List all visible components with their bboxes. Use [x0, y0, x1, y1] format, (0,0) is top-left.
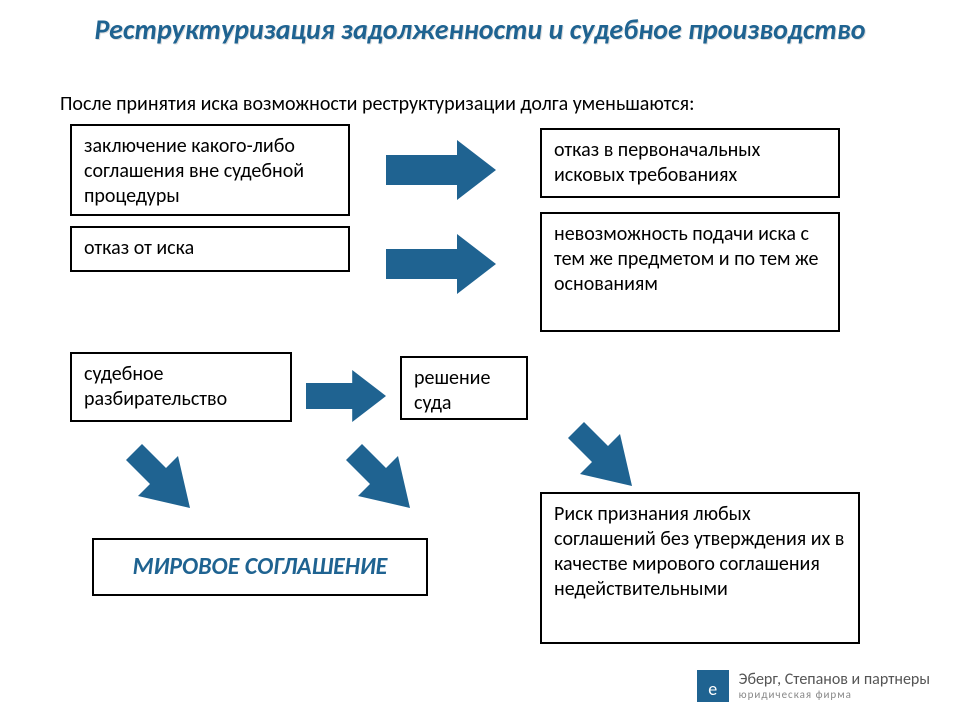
arrow-icon — [386, 140, 496, 200]
logo-square-icon: e — [697, 670, 729, 702]
box-refuse-initial: отказ в первоначальных исковых требовани… — [540, 128, 840, 198]
box-risk: Риск признания любых соглашений без утве… — [540, 492, 860, 644]
arrow-icon — [386, 234, 496, 294]
box-decision: решение суда — [400, 356, 528, 420]
arrow-icon — [560, 414, 640, 494]
box-trial: судебное разбирательство — [70, 352, 292, 422]
subtitle: После принятия иска возможности реструкт… — [60, 92, 695, 116]
arrow-icon — [118, 436, 198, 516]
arrow-icon — [306, 370, 386, 422]
brand-logo: e Эберг, Степанов и партнеры юридическая… — [697, 670, 930, 702]
box-impossible-same: невозможность подачи иска с тем же предм… — [540, 212, 840, 332]
page-title: Реструктуризация задолженности и судебно… — [0, 12, 960, 47]
logo-line1: Эберг, Степанов и партнеры — [739, 671, 930, 689]
box-settlement: МИРОВОЕ СОГЛАШЕНИЕ — [92, 538, 428, 596]
logo-text: Эберг, Степанов и партнеры юридическая ф… — [739, 671, 930, 701]
arrow-icon — [338, 436, 418, 516]
logo-line2: юридическая фирма — [739, 689, 930, 701]
box-agreement-outside: заключение какого-либо соглашения вне су… — [70, 124, 350, 216]
box-waive-claim: отказ от иска — [70, 226, 350, 272]
